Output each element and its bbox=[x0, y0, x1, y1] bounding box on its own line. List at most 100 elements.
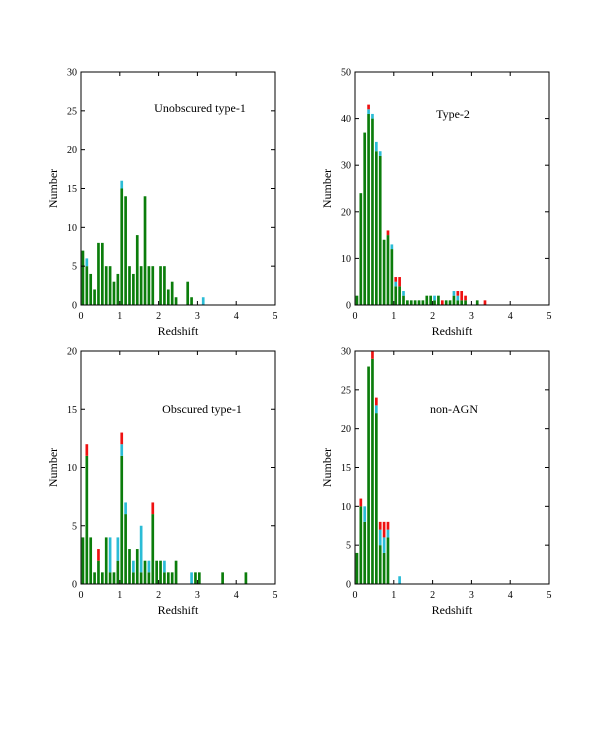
x-tick-label: 2 bbox=[430, 311, 435, 322]
y-tick-label: 15 bbox=[67, 405, 77, 416]
bar-red bbox=[382, 521, 386, 538]
bar-red bbox=[375, 397, 378, 406]
bar-green bbox=[421, 300, 425, 305]
bar-green bbox=[108, 572, 112, 584]
bar-green bbox=[194, 572, 197, 584]
bar-cyan bbox=[108, 537, 112, 573]
bar-cyan bbox=[375, 141, 378, 152]
bar-green bbox=[166, 289, 170, 305]
bar-green bbox=[417, 300, 421, 305]
bar-cyan bbox=[382, 537, 386, 553]
x-axis-label: Redshift bbox=[158, 324, 199, 338]
bar-green bbox=[124, 514, 127, 584]
bar-green bbox=[386, 537, 390, 584]
bar-green bbox=[155, 560, 158, 584]
y-tick-label: 30 bbox=[341, 161, 351, 172]
y-tick-label: 0 bbox=[72, 301, 77, 312]
bar-red bbox=[378, 521, 382, 530]
x-tick-label: 0 bbox=[353, 590, 358, 601]
y-tick-label: 25 bbox=[67, 106, 77, 117]
bar-cyan bbox=[201, 297, 205, 305]
y-tick-label: 10 bbox=[67, 223, 77, 234]
bar-green bbox=[159, 266, 162, 305]
x-tick-label: 3 bbox=[195, 311, 200, 322]
bar-green bbox=[409, 300, 413, 305]
bar-green bbox=[456, 300, 460, 305]
bar-green bbox=[425, 295, 429, 305]
bar-green bbox=[367, 366, 370, 584]
bar-green bbox=[186, 281, 190, 305]
x-tick-label: 4 bbox=[234, 590, 239, 601]
y-tick-label: 10 bbox=[67, 463, 77, 474]
x-tick-label: 1 bbox=[391, 311, 396, 322]
bar-green bbox=[174, 297, 178, 305]
bar-green bbox=[97, 242, 100, 305]
y-tick-label: 5 bbox=[72, 521, 77, 532]
bar-cyan bbox=[452, 291, 456, 296]
panel-unobscured-type1: 0 1 2 3 4 5 0 5 10 15 20 25 30 Redshift Number Unobscur… bbox=[46, 68, 278, 339]
bar-green bbox=[147, 572, 151, 584]
bar-green bbox=[367, 113, 370, 305]
bar-green bbox=[371, 118, 374, 305]
bar-green bbox=[163, 266, 166, 305]
bar-cyan bbox=[375, 405, 378, 414]
y-tick-label: 0 bbox=[346, 301, 351, 312]
bar-green bbox=[460, 300, 464, 305]
x-tick-label: 5 bbox=[547, 590, 552, 601]
bar-red bbox=[456, 291, 460, 296]
bar-red bbox=[120, 432, 124, 445]
y-tick-label: 5 bbox=[72, 262, 77, 273]
bar-cyan bbox=[85, 258, 89, 267]
bar-green bbox=[81, 537, 85, 584]
bar-green bbox=[116, 273, 120, 305]
bar-green bbox=[355, 552, 359, 584]
bar-green bbox=[198, 572, 201, 584]
bar-green bbox=[448, 300, 452, 305]
y-tick-label: 25 bbox=[341, 385, 351, 396]
bar-green bbox=[89, 273, 93, 305]
y-tick-label: 30 bbox=[67, 68, 77, 79]
bar-cyan bbox=[363, 506, 367, 522]
bar-red bbox=[151, 502, 155, 515]
x-tick-label: 5 bbox=[273, 590, 278, 601]
bar-green bbox=[174, 560, 178, 584]
bar-green bbox=[124, 196, 127, 305]
bar-green bbox=[475, 300, 479, 305]
y-tick-label: 30 bbox=[341, 347, 351, 358]
bar-cyan bbox=[163, 560, 166, 573]
x-tick-label: 0 bbox=[353, 311, 358, 322]
bar-green bbox=[81, 250, 85, 305]
bar-green bbox=[159, 560, 162, 584]
x-tick-label: 4 bbox=[508, 311, 513, 322]
y-tick-label: 20 bbox=[67, 145, 77, 156]
bar-green bbox=[143, 560, 147, 584]
bar-green bbox=[437, 295, 440, 305]
bar-cyan bbox=[386, 529, 390, 538]
bar-green bbox=[170, 281, 174, 305]
bar-green bbox=[128, 549, 131, 584]
y-tick-label: 15 bbox=[341, 463, 351, 474]
y-tick-label: 20 bbox=[67, 347, 77, 358]
x-tick-label: 0 bbox=[79, 590, 84, 601]
axes-frame bbox=[354, 71, 550, 306]
bar-green bbox=[120, 188, 124, 305]
bar-green bbox=[390, 249, 394, 305]
bar-green bbox=[166, 572, 170, 584]
bar-green bbox=[363, 521, 367, 584]
x-axis-label: Redshift bbox=[432, 324, 473, 338]
bar-cyan bbox=[402, 291, 405, 296]
bar-red bbox=[483, 300, 487, 305]
x-tick-label: 5 bbox=[273, 311, 278, 322]
bar-red bbox=[371, 351, 374, 359]
bar-cyan bbox=[190, 572, 193, 584]
bar-red bbox=[460, 291, 464, 301]
x-tick-label: 1 bbox=[391, 590, 396, 601]
bar-green bbox=[89, 537, 93, 584]
y-tick-label: 0 bbox=[346, 580, 351, 591]
bar-green bbox=[108, 266, 112, 305]
bar-cyan bbox=[124, 502, 127, 515]
bar-green bbox=[402, 295, 405, 305]
bar-green bbox=[104, 266, 108, 305]
